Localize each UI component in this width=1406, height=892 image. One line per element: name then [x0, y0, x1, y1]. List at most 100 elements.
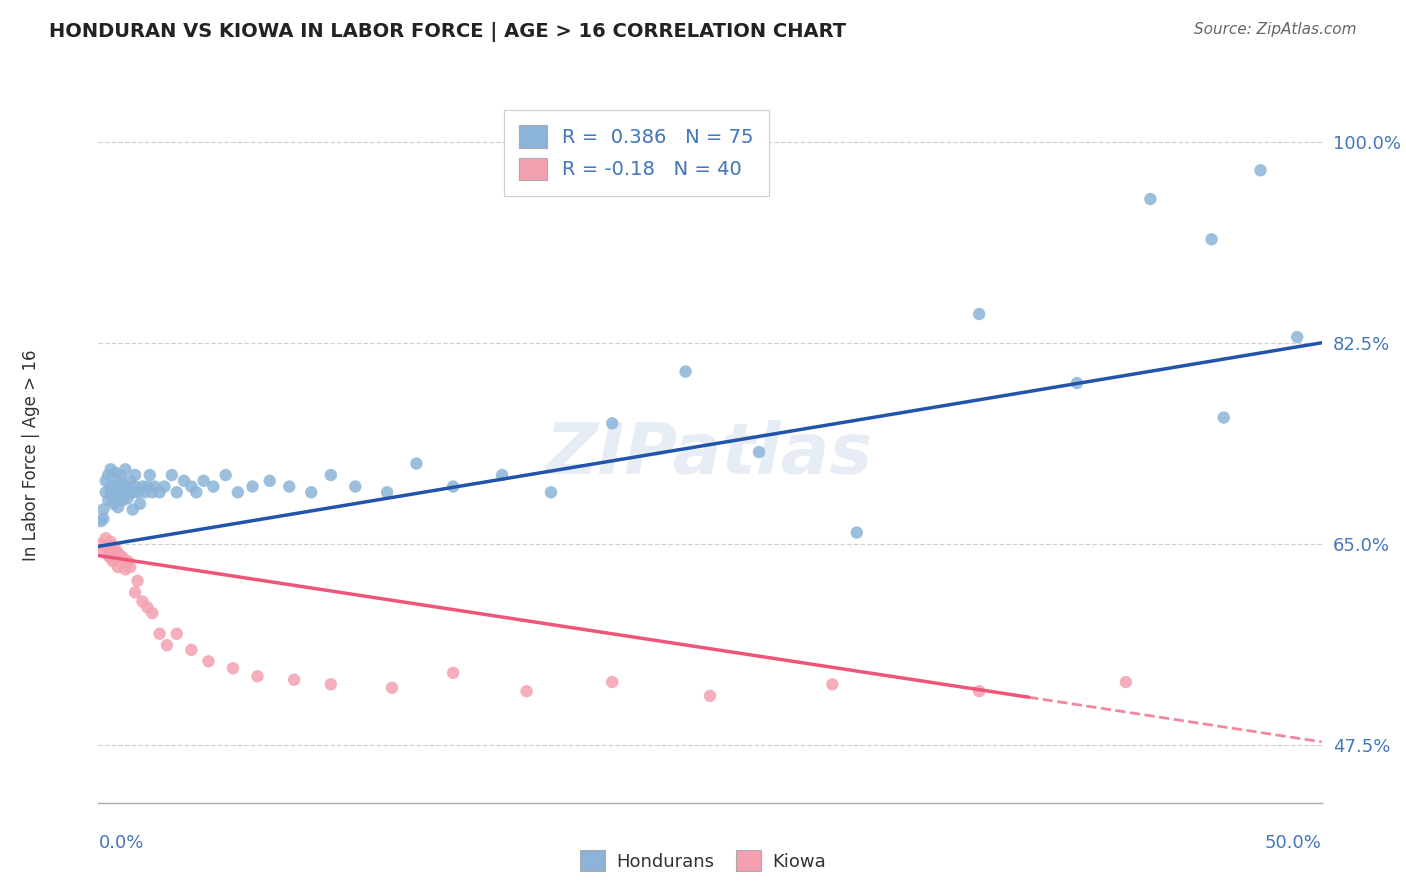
Point [124, 479, 146, 493]
Point [156, 638, 179, 652]
Point [222, 661, 245, 675]
Point [967, 684, 990, 698]
Legend: Hondurans, Kiowa: Hondurans, Kiowa [574, 843, 832, 879]
Point [117, 554, 139, 568]
Point [117, 479, 139, 493]
Point [107, 500, 129, 515]
Point [100, 534, 122, 549]
Point [197, 654, 219, 668]
Point [120, 474, 142, 488]
Point [131, 479, 153, 493]
Point [259, 474, 281, 488]
Point [141, 606, 163, 620]
Point [131, 594, 153, 608]
Point [107, 560, 129, 574]
Point [110, 491, 132, 505]
Point [114, 562, 136, 576]
Point [180, 643, 202, 657]
Point [166, 626, 188, 640]
Point [375, 485, 398, 500]
Point [515, 684, 537, 698]
Point [100, 479, 122, 493]
Point [166, 485, 188, 500]
Point [186, 485, 208, 500]
Point [143, 479, 166, 493]
Point [91, 542, 114, 557]
Point [540, 485, 562, 500]
Point [1249, 163, 1271, 178]
Point [111, 493, 134, 508]
Point [278, 479, 301, 493]
Point [127, 485, 149, 500]
Point [104, 466, 127, 480]
Point [124, 468, 146, 483]
Point [104, 479, 127, 493]
Point [1286, 330, 1309, 344]
Point [134, 485, 156, 500]
Point [214, 468, 236, 483]
Point [441, 479, 464, 493]
Point [107, 474, 129, 488]
Point [675, 365, 697, 379]
Point [104, 550, 127, 565]
Point [110, 468, 132, 483]
Point [136, 479, 159, 493]
Point [149, 485, 172, 500]
Point [226, 485, 249, 500]
Point [193, 474, 215, 488]
Point [100, 550, 122, 565]
Point [319, 468, 342, 483]
Point [344, 479, 367, 493]
Point [120, 485, 142, 500]
Text: 50.0%: 50.0% [1265, 834, 1322, 852]
Point [153, 479, 176, 493]
Point [120, 560, 142, 574]
Point [246, 669, 269, 683]
Point [1139, 192, 1161, 206]
Point [104, 542, 127, 557]
Point [748, 445, 770, 459]
Point [97, 539, 120, 553]
Text: Source: ZipAtlas.com: Source: ZipAtlas.com [1194, 22, 1357, 37]
Point [100, 485, 122, 500]
Point [129, 497, 152, 511]
Point [94, 474, 117, 488]
Text: ZIPatlas: ZIPatlas [547, 420, 873, 490]
Point [117, 491, 139, 505]
Point [160, 468, 183, 483]
Point [141, 485, 163, 500]
Point [121, 485, 143, 500]
Point [173, 474, 195, 488]
Point [242, 479, 264, 493]
Point [97, 493, 120, 508]
Point [319, 677, 342, 691]
Point [202, 479, 225, 493]
Text: In Labor Force | Age > 16: In Labor Force | Age > 16 [22, 349, 39, 561]
Point [111, 477, 134, 491]
Point [107, 546, 129, 560]
Point [90, 514, 112, 528]
Point [114, 482, 136, 496]
Point [1115, 675, 1137, 690]
Point [600, 675, 623, 690]
Point [149, 626, 172, 640]
Point [94, 485, 117, 500]
Point [101, 539, 124, 553]
Point [180, 479, 202, 493]
Text: 0.0%: 0.0% [98, 834, 143, 852]
Point [104, 482, 127, 496]
Point [97, 468, 120, 483]
Point [405, 457, 427, 471]
Point [91, 502, 114, 516]
Point [121, 502, 143, 516]
Point [91, 512, 114, 526]
Point [441, 665, 464, 680]
Point [127, 574, 149, 588]
Point [114, 462, 136, 476]
Point [111, 485, 134, 500]
Point [124, 585, 146, 599]
Point [1212, 410, 1234, 425]
Point [101, 554, 124, 568]
Point [699, 689, 721, 703]
Point [1066, 376, 1088, 390]
